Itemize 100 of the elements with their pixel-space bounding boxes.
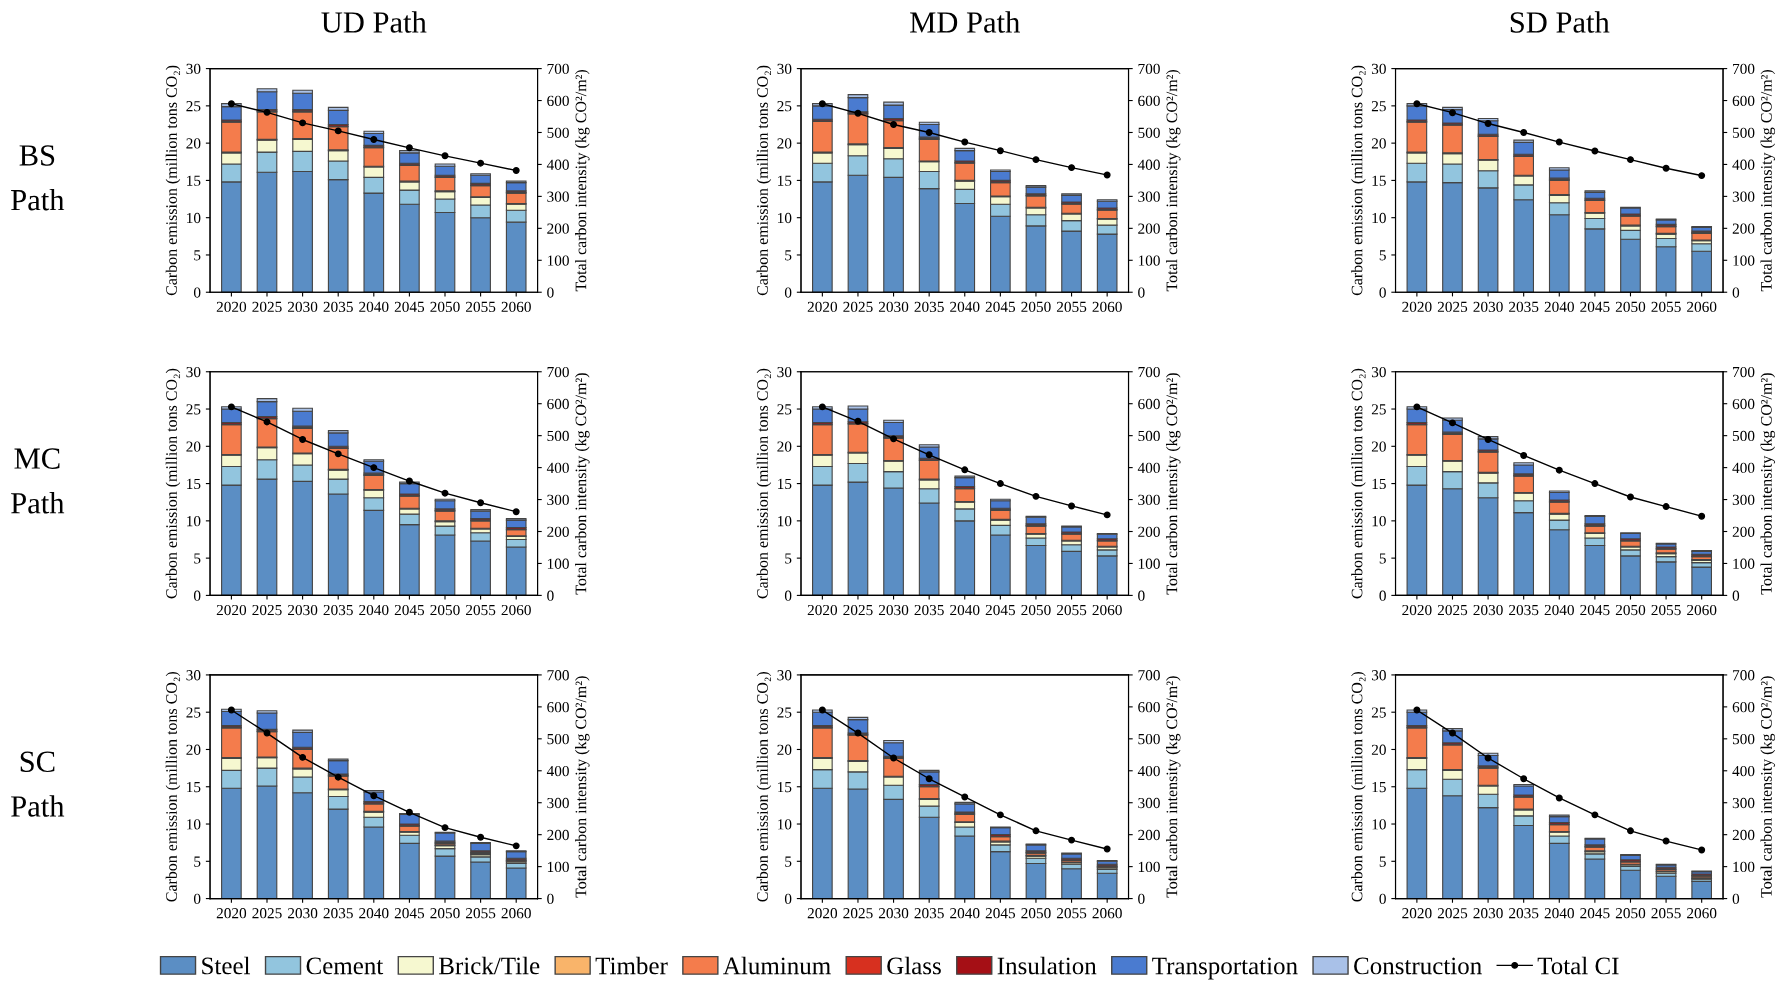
y-tick-label: 10: [187, 516, 201, 527]
y-tick-label: 20: [777, 441, 792, 452]
y-tick-label: 25: [186, 101, 201, 112]
y2-axis-title: Total carbon intensity (kg CO²/m²): [1760, 676, 1776, 898]
y-tick-label: 5: [1379, 553, 1386, 564]
x-tick-label: 2035: [323, 301, 353, 313]
y2-tick-label: 500: [547, 430, 569, 442]
y-axis-title: Carbon emission (million tons CO₂): [165, 671, 181, 902]
y2-tick-label: 0: [1732, 893, 1740, 905]
y2-tick-label: 200: [547, 526, 569, 537]
y-tick-label: 20: [186, 441, 201, 452]
x-tick-label: 2025: [252, 604, 282, 616]
x-tick-label: 2045: [1580, 604, 1610, 616]
x-tick-label: 2055: [1651, 908, 1681, 919]
x-tick-label: 2025: [843, 301, 873, 313]
x-tick-label: 2040: [1544, 604, 1574, 616]
y-tick-label: 25: [777, 707, 792, 718]
y-axis-title: Carbon emission (million tons CO₂): [1351, 65, 1366, 296]
y2-tick-label: 300: [1732, 797, 1755, 809]
y2-tick-label: 0: [1732, 287, 1740, 298]
y-tick-label: 5: [1379, 856, 1386, 867]
x-tick-label: 2060: [1687, 604, 1717, 616]
legend-label: Total CI: [1537, 956, 1619, 975]
y2-tick-label: 600: [1138, 702, 1160, 713]
y-tick-label: 0: [193, 893, 201, 905]
y-axis-title: Carbon emission (million tons CO₂): [1351, 368, 1366, 599]
y2-tick-label: 500: [547, 733, 569, 745]
y-tick-label: 15: [778, 781, 792, 793]
x-tick-label: 2025: [843, 908, 873, 919]
y2-tick-label: 200: [1732, 223, 1755, 234]
y-tick-label: 30: [1371, 366, 1386, 378]
x-tick-label: 2030: [878, 301, 909, 313]
x-tick-label: 2045: [1580, 908, 1610, 919]
legend-label: Steel: [202, 956, 251, 975]
y2-tick-label: 300: [547, 797, 569, 809]
y2-axis-title: Total carbon intensity (kg CO²/m²): [1166, 676, 1181, 898]
y-tick-label: 30: [777, 63, 792, 75]
y-tick-label: 30: [1371, 670, 1386, 681]
text: SC Path: [11, 751, 65, 817]
x-tick-label: 2060: [1092, 604, 1122, 616]
y-tick-label: 0: [1379, 893, 1386, 905]
x-tick-label: 2030: [878, 604, 909, 616]
y2-tick-label: 500: [547, 127, 569, 138]
y-axis-title: Carbon emission (million tons CO₂): [165, 65, 181, 296]
y-tick-label: 25: [777, 101, 792, 112]
y2-axis-title: Total carbon intensity (kg CO²/m²): [1166, 69, 1181, 292]
y2-tick-label: 500: [1138, 127, 1160, 138]
x-tick-label: 2050: [1021, 301, 1051, 313]
x-tick-label: 2060: [1687, 301, 1717, 313]
y-tick-label: 5: [785, 250, 792, 261]
y2-tick-label: 200: [1732, 526, 1755, 537]
y2-tick-label: 100: [1138, 255, 1160, 266]
x-tick-label: 2025: [843, 604, 873, 616]
x-tick-label: 2055: [465, 604, 496, 616]
x-tick-label: 2060: [1092, 908, 1122, 919]
y2-tick-label: 300: [547, 191, 569, 202]
x-tick-label: 2030: [287, 301, 318, 313]
x-tick-label: 2060: [501, 604, 531, 616]
x-tick-label: 2050: [1021, 604, 1051, 616]
x-tick-label: 2045: [985, 908, 1016, 919]
x-tick-label: 2025: [1437, 908, 1468, 919]
y-tick-label: 5: [194, 856, 201, 867]
y2-tick-label: 0: [1732, 590, 1740, 601]
x-tick-label: 2050: [430, 301, 460, 313]
y-tick-label: 25: [1371, 404, 1386, 415]
y2-tick-label: 700: [547, 366, 569, 378]
y2-tick-label: 400: [546, 462, 569, 474]
x-tick-label: 2050: [430, 604, 460, 616]
y-axis-title: Carbon emission (million tons CO₂): [1351, 671, 1366, 902]
y2-tick-label: 400: [1732, 159, 1755, 170]
y-tick-label: 25: [1371, 101, 1386, 112]
x-tick-label: 2055: [1056, 604, 1087, 616]
y2-tick-label: 400: [546, 159, 569, 170]
y-tick-label: 20: [186, 744, 201, 755]
legend-label: Timber: [595, 956, 668, 975]
x-tick-label: 2035: [914, 908, 944, 919]
y2-tick-label: 200: [1138, 223, 1160, 234]
y2-tick-label: 700: [547, 670, 569, 681]
x-tick-label: 2020: [807, 301, 838, 313]
y-tick-label: 15: [778, 175, 792, 186]
x-tick-label: 2045: [985, 301, 1016, 313]
y-tick-label: 0: [784, 287, 792, 298]
y-tick-label: 30: [777, 366, 792, 378]
x-tick-label: 2045: [394, 908, 425, 919]
x-tick-label: 2040: [359, 604, 389, 616]
x-tick-label: 2025: [1437, 604, 1468, 616]
y2-tick-label: 400: [1137, 159, 1160, 170]
x-tick-label: 2040: [950, 604, 980, 616]
y2-axis-title: Total carbon intensity (kg CO²/m²): [1760, 373, 1776, 595]
y-tick-label: 5: [194, 553, 201, 564]
x-tick-label: 2055: [1651, 301, 1681, 313]
y2-tick-label: 700: [1138, 63, 1160, 75]
y2-tick-label: 700: [547, 63, 569, 75]
y-tick-label: 0: [193, 287, 201, 298]
y-tick-label: 20: [1371, 138, 1386, 149]
x-tick-label: 2055: [1651, 604, 1681, 616]
y2-tick-label: 300: [547, 494, 569, 506]
y2-tick-label: 500: [1138, 430, 1160, 442]
y-tick-label: 10: [778, 819, 792, 830]
y2-tick-label: 300: [1732, 191, 1755, 202]
